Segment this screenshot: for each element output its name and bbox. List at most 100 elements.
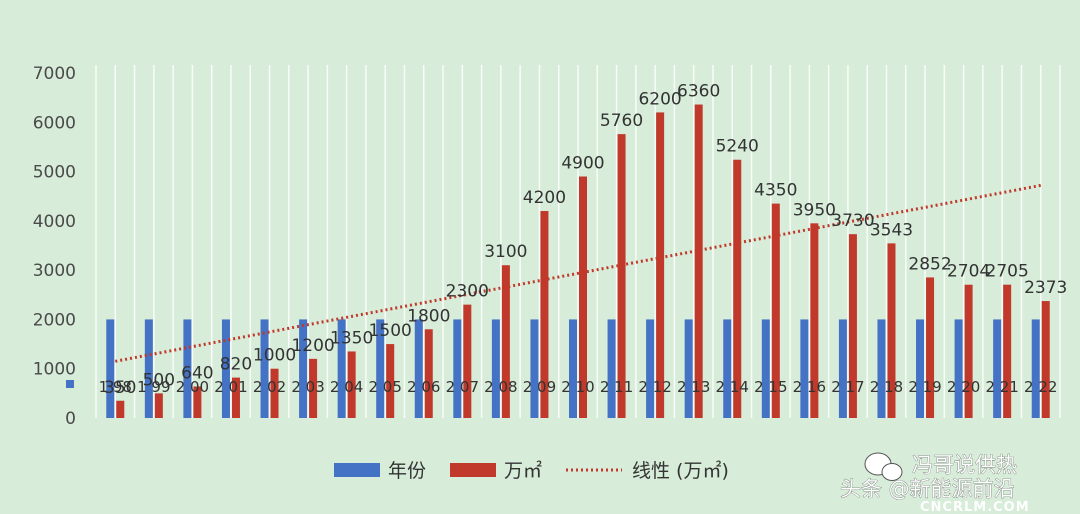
bar-area [656, 112, 665, 418]
bar-area [617, 134, 626, 418]
category-label: 2 06 [407, 378, 440, 396]
bar-year [376, 319, 385, 418]
category-label: 2 21 [985, 378, 1018, 396]
wechat-icon [864, 452, 903, 481]
data-label: 2705 [986, 262, 1029, 282]
bar-year [761, 319, 770, 418]
data-label: 2852 [908, 254, 951, 274]
data-label: 2704 [947, 262, 990, 282]
data-label: 2300 [446, 282, 489, 302]
bar-area [154, 393, 163, 418]
y-tick-label: 4000 [33, 212, 76, 232]
y-tick-label: 2000 [33, 310, 76, 330]
bar-year [530, 319, 539, 418]
bar-year [260, 319, 269, 418]
bar-year [221, 319, 230, 418]
bar-year [607, 319, 616, 418]
bar-year [491, 319, 500, 418]
category-label: 2 02 [253, 378, 286, 396]
category-label: 2 17 [831, 378, 864, 396]
y-tick-label: 6000 [33, 113, 76, 133]
bar-area [116, 400, 125, 418]
category-label: 2 07 [446, 378, 479, 396]
legend-swatch-area [450, 463, 496, 477]
data-label: 1000 [253, 346, 296, 366]
bar-area [463, 304, 472, 418]
category-label: 2 16 [793, 378, 826, 396]
category-labels: 1 98 1 99 2 00 2 01 2 02 2 03 2 04 2 05 2 06 2 07… [66, 378, 1057, 396]
watermark-line2: 头条 @新能源前沿 [840, 477, 1015, 501]
data-label: 4200 [523, 188, 566, 208]
bar-year [646, 319, 655, 418]
category-label: 2 20 [947, 378, 980, 396]
category-label: 2 08 [484, 378, 517, 396]
bar-year [916, 319, 925, 418]
category-label: 2 11 [600, 378, 633, 396]
legend: 年份 万㎡ 线性 (万㎡) [334, 459, 729, 482]
bar-area [231, 377, 240, 418]
data-label: 2373 [1024, 278, 1067, 298]
legend-swatch-year [334, 463, 380, 477]
data-label: 6200 [638, 89, 681, 109]
bar-area [309, 358, 318, 418]
data-label: 6360 [677, 82, 720, 102]
category-label: 1 98 [99, 378, 132, 396]
y-axis: 0 1000 2000 3000 4000 5000 6000 7000 [33, 64, 76, 429]
data-label: 4350 [754, 181, 797, 201]
data-label: 5240 [716, 137, 759, 157]
bar-area [694, 104, 703, 419]
y-tick-label: 5000 [33, 163, 76, 183]
category-label: 2 05 [368, 378, 401, 396]
bar-year [684, 319, 693, 418]
trendline-path [114, 183, 1042, 363]
bar-year [800, 319, 809, 418]
bar-area [347, 351, 356, 418]
legend-label-trend: 线性 (万㎡) [632, 459, 729, 482]
legend-label-year: 年份 [388, 460, 426, 482]
bar-year [337, 319, 346, 418]
legend-label-area: 万㎡ [504, 459, 542, 482]
bar-area [771, 203, 780, 418]
bars [106, 104, 1050, 419]
data-label: 1200 [291, 336, 334, 356]
trendline [114, 183, 1042, 363]
data-label: 500 [143, 370, 175, 390]
data-label: 1800 [407, 306, 450, 326]
bar-year [453, 319, 462, 418]
data-label: 3730 [831, 211, 874, 231]
bar-year [877, 319, 886, 418]
category-label: 2 01 [214, 378, 247, 396]
bar-year [723, 319, 732, 418]
y-tick-label: 0 [65, 409, 76, 429]
bar-area [270, 368, 279, 418]
watermark: 冯哥说供热 头条 @新能源前沿 CNCRLM.COM [840, 452, 1030, 514]
bar-area [810, 223, 819, 418]
data-label: 3543 [870, 220, 913, 240]
category-label: 2 15 [754, 378, 787, 396]
bar-area [926, 277, 935, 418]
data-label: 1350 [330, 328, 373, 348]
bar-year [183, 319, 192, 418]
bar-area [733, 159, 742, 418]
category-label: 2 09 [523, 378, 556, 396]
category-label: 2 00 [176, 378, 209, 396]
bar-year [106, 319, 115, 418]
data-label: 820 [220, 355, 252, 375]
watermark-line1: 冯哥说供热 [912, 453, 1017, 477]
bar-year [144, 319, 153, 418]
category-label: 2 22 [1024, 378, 1057, 396]
category-label: 2 18 [870, 378, 903, 396]
bar-year [954, 319, 963, 418]
bar-area [579, 176, 587, 418]
series-key-marker [66, 380, 74, 388]
category-label: 2 12 [638, 378, 671, 396]
bar-area [1041, 301, 1050, 418]
watermark-line3: CNCRLM.COM [920, 500, 1030, 514]
category-label: 1 99 [137, 378, 170, 396]
data-label: 640 [181, 363, 213, 383]
bar-area [501, 265, 510, 418]
data-label: 3100 [484, 242, 527, 262]
category-label: 2 04 [330, 378, 363, 396]
